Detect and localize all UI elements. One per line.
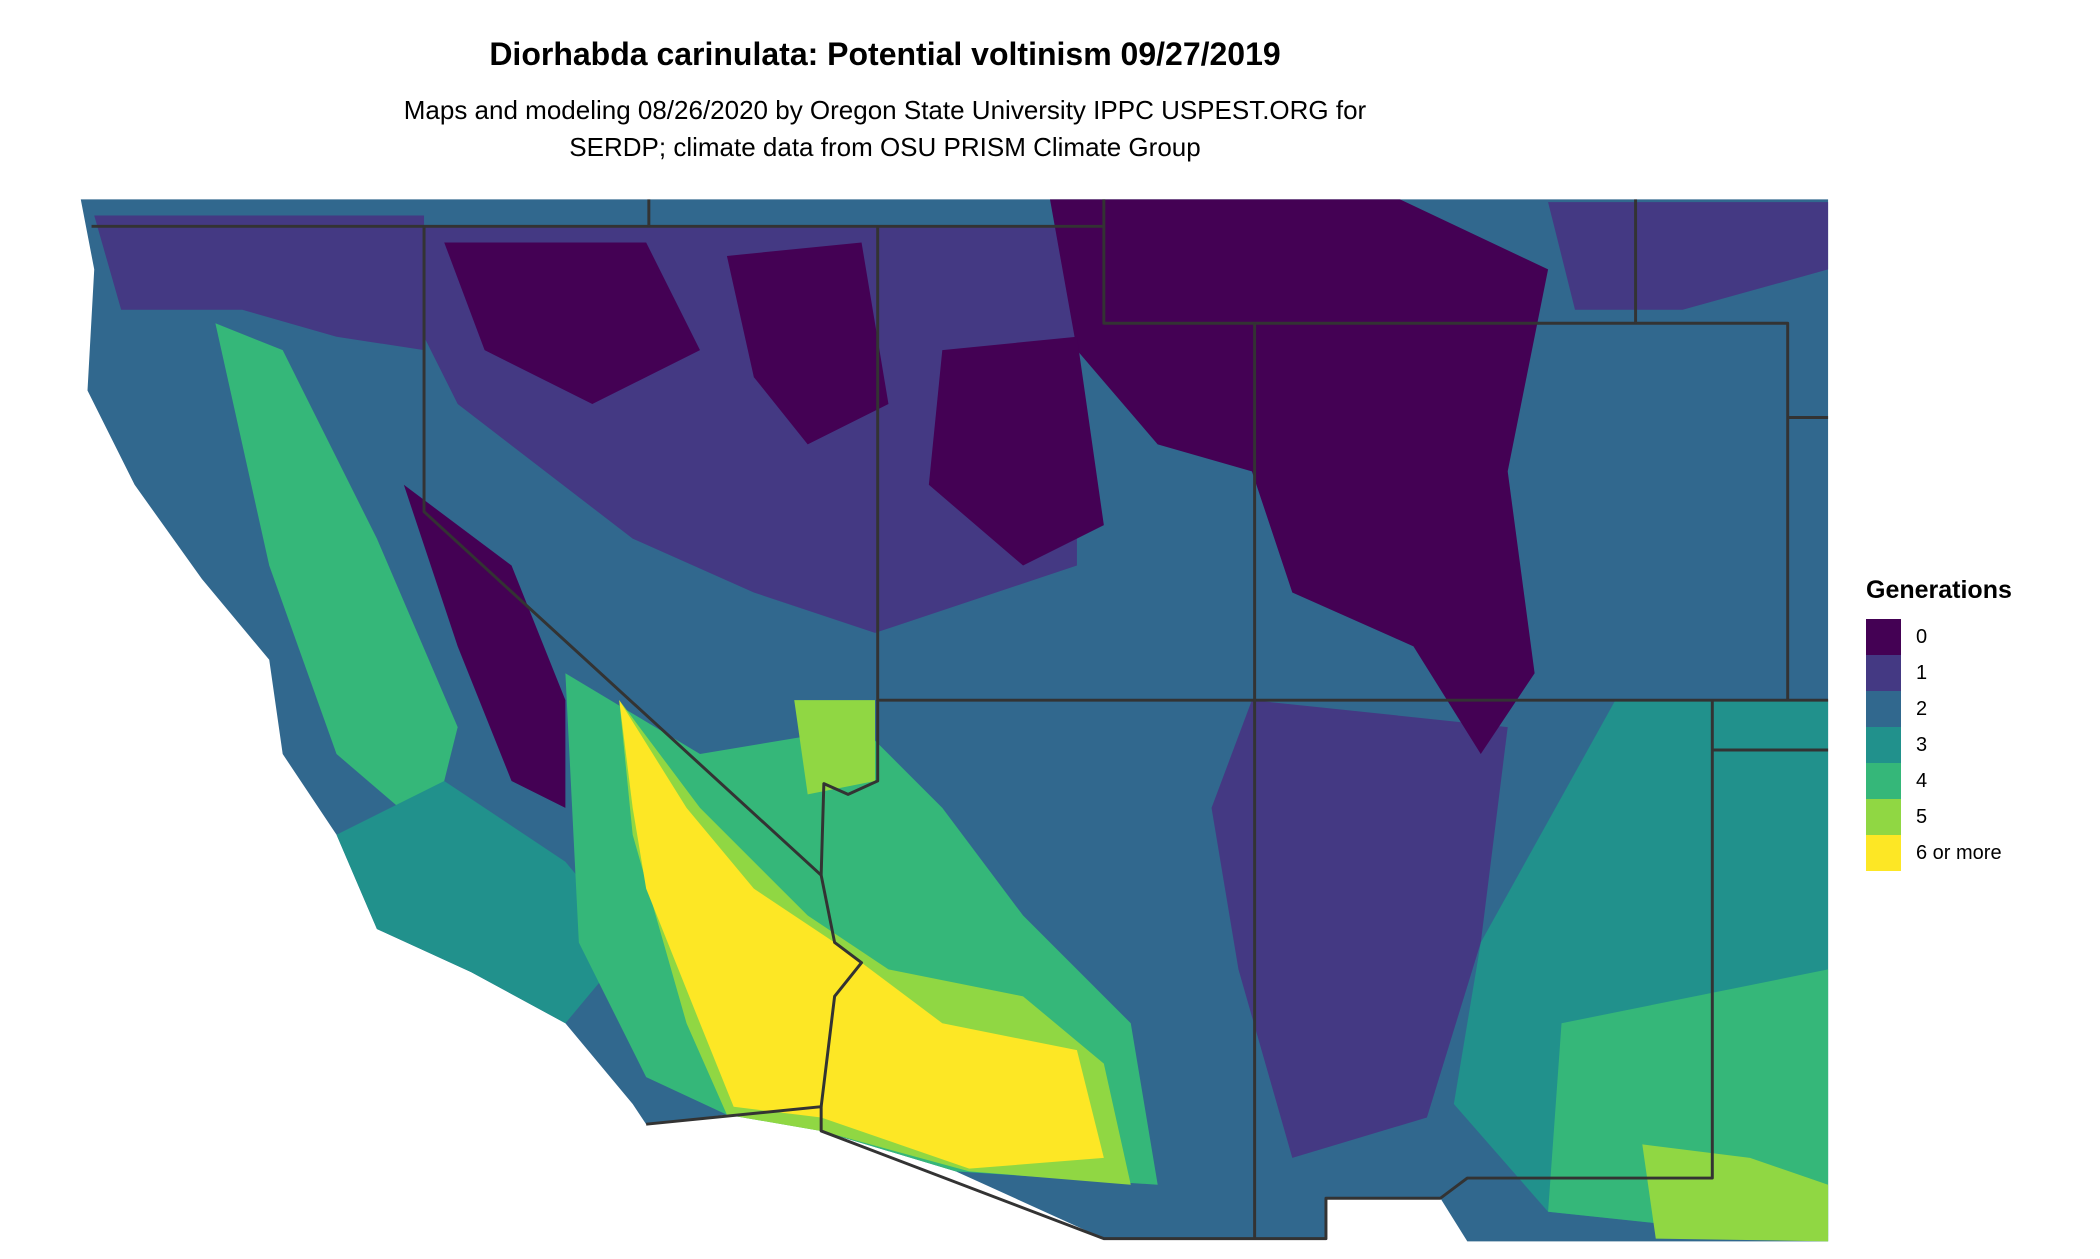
- legend-label: 6 or more: [1916, 841, 2002, 864]
- legend-label: 3: [1916, 733, 1928, 756]
- legend-label: 4: [1916, 769, 1928, 792]
- zone-0-ne-nevada: [726, 242, 889, 445]
- zone-1-west-nm: [1211, 700, 1508, 1158]
- legend-item: 3: [1866, 727, 2012, 763]
- zone-0-sierra: [403, 484, 566, 808]
- legend-swatch: [1866, 763, 1901, 799]
- zone-5-las-vegas: [794, 700, 875, 795]
- legend-label: 2: [1916, 697, 1928, 720]
- legend-swatch: [1866, 619, 1901, 655]
- legend-swatch: [1866, 835, 1901, 871]
- legend-title: Generations: [1866, 576, 2012, 604]
- state-border: [1102, 199, 1790, 701]
- legend-item: 6 or more: [1866, 835, 2012, 871]
- map-subtitle: Maps and modeling 08/26/2020 by Oregon S…: [0, 92, 1770, 166]
- legend-item: 0: [1866, 619, 2012, 655]
- legend-item: 1: [1866, 655, 2012, 691]
- zone-6-sonoran: [619, 700, 1104, 1169]
- legend-swatch: [1866, 655, 1901, 691]
- map-title: Diorhabda carinulata: Potential voltinis…: [489, 36, 1281, 72]
- legend-swatch: [1866, 799, 1901, 835]
- zone-0-nevada: [444, 242, 700, 405]
- subtitle-line-1: Maps and modeling 08/26/2020 by Oregon S…: [403, 95, 1367, 125]
- legend: Generations 0 1 2 3 4 5 6 or more: [1866, 576, 2012, 871]
- state-border: [819, 700, 880, 876]
- legend-label: 0: [1916, 625, 1928, 648]
- zone-1-north-ca: [94, 215, 425, 351]
- legend-swatch: [1866, 727, 1901, 763]
- zone-5-se-nm: [1642, 1144, 1829, 1242]
- zone-1-northeast: [1548, 202, 1829, 310]
- zone-0-utah: [928, 336, 1104, 566]
- legend-item: 2: [1866, 691, 2012, 727]
- legend-label: 1: [1916, 661, 1928, 684]
- zone-4-central-valley: [215, 323, 458, 835]
- legend-item: 4: [1866, 763, 2012, 799]
- zone-3-socal: [336, 780, 633, 1024]
- zone-0-rockies: [1050, 199, 1549, 755]
- legend-item: 5: [1866, 799, 2012, 835]
- state-border: [422, 226, 864, 1107]
- legend-swatch: [1866, 691, 1901, 727]
- subtitle-line-2: SERDP; climate data from OSU PRISM Clima…: [569, 132, 1201, 162]
- state-border: [646, 700, 1714, 1241]
- legend-label: 5: [1916, 805, 1928, 828]
